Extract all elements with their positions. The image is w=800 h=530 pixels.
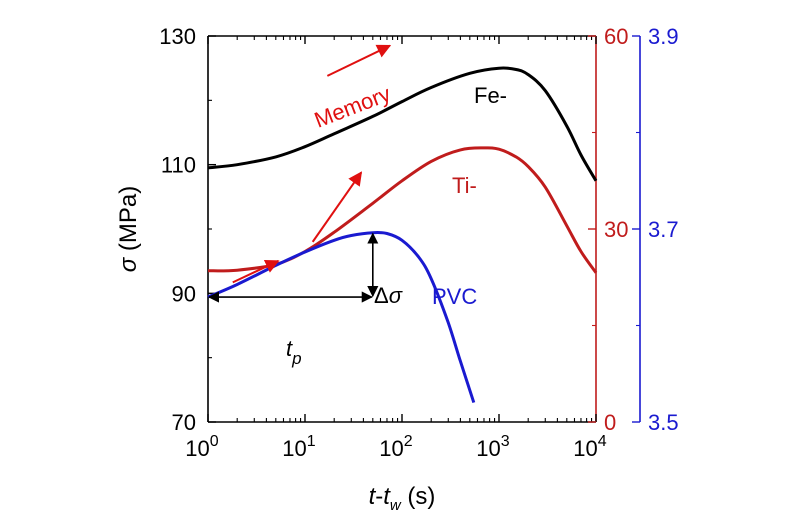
memory-arrow (311, 171, 363, 243)
x-tick-label: 103 (476, 433, 509, 461)
y-tick-label: 3.7 (648, 217, 679, 242)
x-tick-label: 100 (185, 433, 218, 461)
tick-marks (207, 35, 640, 423)
y-tick-label: 0 (604, 410, 616, 435)
x-tick-label: 101 (282, 433, 315, 461)
y-tick-label: 30 (604, 217, 628, 242)
memory-arrow (232, 259, 280, 284)
y-tick-label: 110 (161, 153, 196, 178)
series-label-fe: Fe- (474, 83, 507, 108)
series-label-pvc: PVC (432, 284, 477, 309)
y-tick-label: 70 (172, 410, 196, 435)
series-label-ti: Ti- (452, 173, 477, 198)
x-tick-label: 102 (379, 433, 412, 461)
dsigma-label: Δσ (374, 283, 403, 308)
y-tick-label: 3.9 (648, 24, 679, 49)
y-tick-label: 130 (159, 24, 196, 49)
tp-label: tp (286, 336, 302, 368)
tick-labels: 100 101 102 103 104 130 110 90 70 60 30 0 3.9 3.7 3.5 (159, 24, 678, 461)
x-axis-title: t-tw (s) (369, 483, 436, 514)
y-tick-label: 3.5 (648, 410, 679, 435)
y-axis-title: σ (MPa) (115, 186, 142, 272)
memory-arrow (326, 44, 392, 77)
x-tick-label: 104 (573, 433, 606, 461)
series-line-fe (207, 66, 598, 182)
y-tick-label: 60 (604, 24, 628, 49)
y-tick-label: 90 (172, 281, 196, 306)
